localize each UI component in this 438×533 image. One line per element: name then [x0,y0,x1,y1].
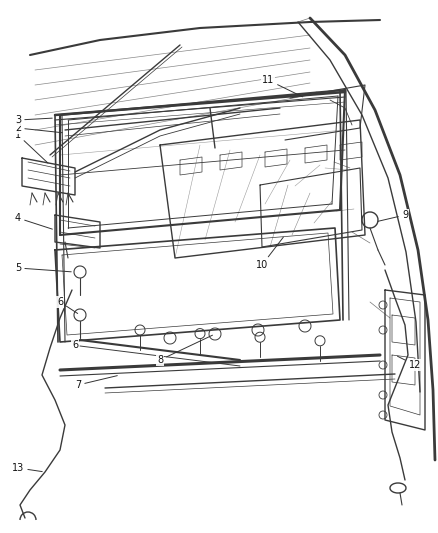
Text: 12: 12 [397,356,421,370]
Text: 4: 4 [15,213,53,229]
Text: 7: 7 [75,376,117,390]
Text: 6: 6 [57,297,78,313]
Text: 13: 13 [12,463,42,473]
Text: 8: 8 [157,335,212,365]
Text: 9: 9 [378,210,408,221]
Text: 3: 3 [15,115,52,125]
Text: 1: 1 [15,130,48,163]
Text: 6: 6 [72,340,80,350]
Text: 11: 11 [262,75,303,97]
Text: 10: 10 [256,237,283,270]
Text: 2: 2 [15,123,62,133]
Text: 5: 5 [15,263,71,273]
